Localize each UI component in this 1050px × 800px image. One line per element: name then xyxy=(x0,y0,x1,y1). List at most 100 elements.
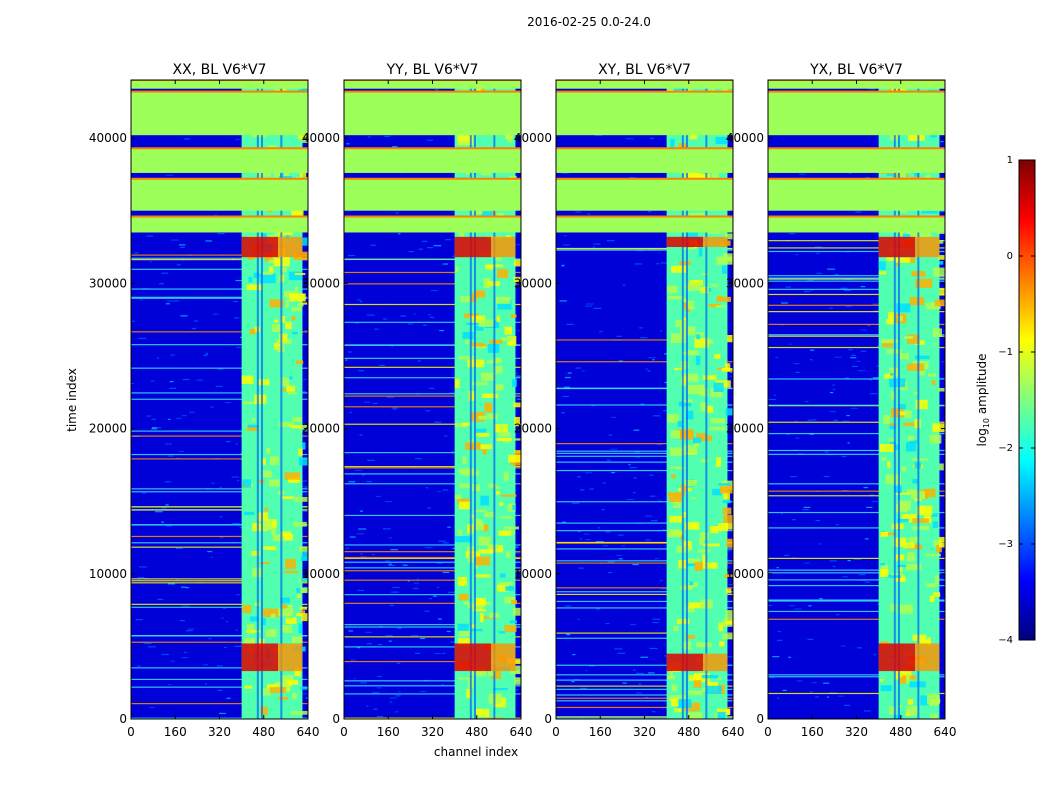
x-tick-label: 320 xyxy=(633,725,656,739)
heatmap-cell xyxy=(691,497,696,500)
heatmap-cell xyxy=(906,706,918,716)
heatmap-cell xyxy=(846,414,850,417)
heatmap-cell xyxy=(664,353,669,355)
heatmap-cell xyxy=(869,393,878,395)
heatmap-cell xyxy=(459,627,470,637)
heatmap-cell xyxy=(561,265,565,267)
heatmap-cell xyxy=(725,523,733,530)
heatmap-stripe xyxy=(768,250,945,253)
heatmap-cell xyxy=(561,172,570,174)
flagged-band xyxy=(131,216,308,233)
x-tick-label: 0 xyxy=(764,725,772,739)
heatmap-cell xyxy=(906,442,917,452)
heatmap-cell xyxy=(235,443,239,445)
heatmap-cell xyxy=(348,630,353,632)
heatmap-cell xyxy=(851,365,858,368)
heatmap-cell xyxy=(667,414,679,423)
heatmap-cell xyxy=(687,300,695,310)
heatmap-cell xyxy=(242,401,258,405)
heatmap-cell xyxy=(495,257,502,261)
heatmap-cell xyxy=(302,442,306,450)
heatmap-cell xyxy=(882,339,893,348)
heatmap-cell xyxy=(618,360,624,362)
heatmap-cell xyxy=(929,595,935,603)
heatmap-cell xyxy=(269,456,280,466)
heatmap-cell xyxy=(575,367,582,369)
heatmap-cell xyxy=(702,554,706,564)
heatmap-stripe xyxy=(768,404,945,406)
heatmap-cell xyxy=(934,299,945,307)
heatmap-stripe xyxy=(768,618,945,620)
heatmap-cell xyxy=(900,209,907,214)
heatmap-cell xyxy=(639,337,648,339)
heatmap-cell xyxy=(562,395,569,398)
heatmap-cell xyxy=(894,492,910,495)
heatmap-cell xyxy=(389,604,394,607)
heatmap-cell xyxy=(155,511,163,513)
heatmap-cell xyxy=(865,581,870,583)
heatmap-cell xyxy=(815,252,820,254)
heatmap-cell xyxy=(462,331,474,340)
heatmap-cell xyxy=(834,273,839,276)
heatmap-cell xyxy=(858,574,866,576)
heatmap-cell xyxy=(472,608,486,612)
heatmap-cell xyxy=(673,625,679,632)
heatmap-cell xyxy=(210,556,213,559)
heatmap-cell xyxy=(302,510,308,513)
flagged-band xyxy=(344,148,521,173)
heatmap-cell xyxy=(773,394,777,396)
heatmap-cell xyxy=(249,328,256,335)
heatmap-cell xyxy=(411,634,419,637)
heatmap-cell xyxy=(823,475,830,478)
heatmap-cell xyxy=(471,382,488,386)
heatmap-cell xyxy=(300,578,308,582)
heatmap-cell xyxy=(459,468,474,475)
flagged-band xyxy=(768,216,945,233)
heatmap-cell xyxy=(649,647,658,650)
heatmap-stripe xyxy=(768,293,945,296)
heatmap-cell xyxy=(220,617,224,619)
heatmap-cell xyxy=(715,136,728,145)
heatmap-cell xyxy=(271,527,276,535)
heatmap-stripe xyxy=(556,249,733,251)
heatmap-cell xyxy=(306,697,308,699)
heatmap-stripe xyxy=(344,321,521,323)
heatmap-cell xyxy=(880,685,893,692)
heatmap-cell xyxy=(356,299,362,301)
heatmap-cell xyxy=(504,326,512,335)
heatmap-cell xyxy=(939,287,945,296)
colorbar-label: log10 amplitude xyxy=(975,354,991,447)
heatmap-cell xyxy=(896,564,911,568)
heatmap-cell xyxy=(358,528,367,530)
heatmap-cell xyxy=(710,418,726,424)
heatmap-cell xyxy=(454,378,460,388)
heatmap-stripe xyxy=(768,557,945,560)
heatmap-cell xyxy=(503,526,520,530)
heatmap-cell xyxy=(488,671,496,676)
heatmap-cell xyxy=(833,419,838,421)
heatmap-cell xyxy=(847,559,851,562)
heatmap-stripe xyxy=(556,562,733,564)
heatmap-cell xyxy=(299,606,308,610)
heatmap-cell xyxy=(284,472,301,480)
heatmap-cell xyxy=(828,307,834,309)
heatmap-stripe xyxy=(768,600,945,602)
heatmap-cell xyxy=(385,560,391,562)
heatmap-cell xyxy=(398,233,401,235)
heatmap-cell xyxy=(219,536,224,538)
channel-line xyxy=(893,80,896,719)
heatmap-cell xyxy=(353,678,356,680)
heatmap-cell xyxy=(457,498,469,505)
heatmap-stripe xyxy=(131,392,308,394)
heatmap-cell xyxy=(360,553,363,555)
heatmap-stripe xyxy=(131,506,308,508)
heatmap-cell xyxy=(498,582,514,586)
heatmap-stripe xyxy=(131,297,308,299)
heatmap-stripe xyxy=(344,636,521,638)
heatmap-cell xyxy=(721,633,733,640)
heatmap-cell xyxy=(932,521,938,528)
heatmap-cell xyxy=(300,610,306,615)
heatmap-cell xyxy=(484,512,496,518)
heatmap-cell xyxy=(512,607,521,616)
heatmap-stripe xyxy=(344,646,521,648)
